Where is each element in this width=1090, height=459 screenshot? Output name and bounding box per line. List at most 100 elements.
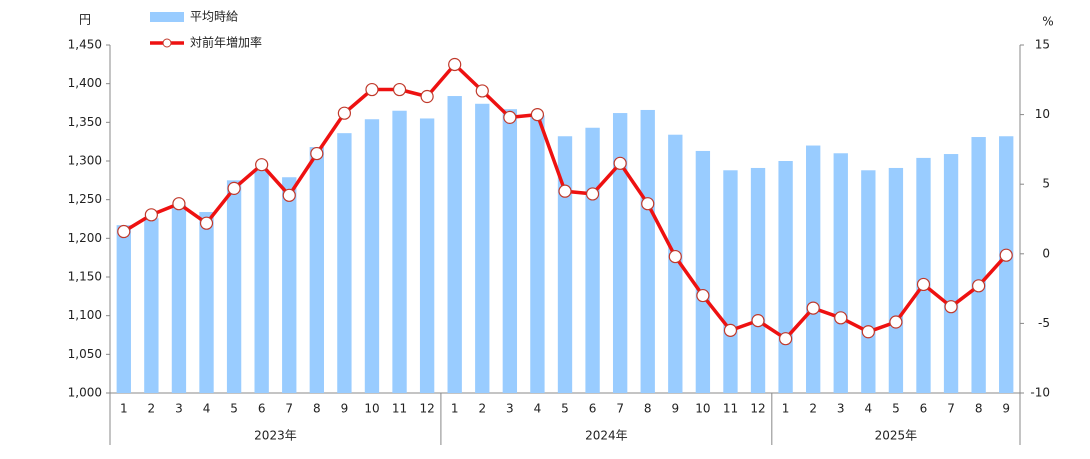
line-marker [310, 146, 324, 161]
x-tick-label: 8 [975, 402, 983, 416]
line-marker [585, 187, 600, 201]
x-tick-label: 10 [695, 402, 710, 416]
bar [199, 212, 214, 393]
x-tick-label: 5 [561, 402, 569, 416]
x-tick-label: 7 [616, 402, 624, 416]
x-tick-label: 8 [644, 402, 652, 416]
bar [364, 119, 380, 394]
bar [833, 153, 848, 393]
x-tick-label: 12 [419, 402, 434, 416]
line-marker [227, 181, 241, 195]
x-tick-label: 4 [203, 402, 211, 416]
x-tick-label: 3 [175, 402, 183, 416]
x-tick-label: 9 [671, 402, 679, 416]
line-marker [613, 156, 627, 170]
y-tick-label: 1,150 [68, 270, 102, 284]
legend-label: 対前年増加率 [190, 35, 262, 50]
line-marker [999, 248, 1013, 262]
bar [530, 115, 545, 393]
bar [171, 205, 187, 393]
group-label: 2024年 [585, 429, 628, 443]
y-unit: 円 [79, 13, 91, 27]
x-tick-label: 11 [723, 402, 738, 416]
y2-tick-label: -5 [1038, 316, 1050, 330]
line-marker [558, 184, 572, 198]
line-marker [861, 325, 875, 339]
bar [254, 170, 269, 393]
bar [419, 118, 435, 393]
bar [116, 225, 131, 393]
bar [750, 167, 766, 393]
x-tick-label: 4 [534, 402, 542, 416]
bar [723, 170, 738, 393]
x-tick-label: 6 [920, 402, 928, 416]
line-marker [641, 197, 655, 211]
bar [226, 180, 242, 393]
y-tick-label: 1,250 [68, 192, 102, 206]
line-marker [779, 332, 793, 346]
y2-tick-label: 5 [1042, 177, 1050, 191]
line-marker [696, 288, 710, 303]
x-tick-label: 8 [313, 402, 321, 416]
bar [861, 170, 876, 393]
x-tick-label: 5 [892, 402, 900, 416]
bar [778, 161, 793, 393]
x-tick-label: 2 [478, 402, 486, 416]
line-marker [144, 208, 158, 222]
bar [888, 167, 904, 393]
x-tick-label: 1 [451, 402, 459, 416]
group-label: 2025年 [875, 429, 918, 443]
line-marker [365, 82, 379, 97]
bar [612, 113, 628, 393]
y-tick-label: 1,100 [68, 308, 102, 322]
line-marker [806, 301, 820, 315]
line-marker [530, 107, 545, 122]
line-marker [420, 89, 434, 104]
x-tick-label: 6 [589, 402, 597, 416]
bar [392, 110, 407, 393]
x-tick-label: 12 [750, 402, 765, 416]
line-marker [392, 82, 407, 97]
legend-swatch [150, 12, 184, 22]
bar [916, 157, 931, 393]
bar [144, 218, 159, 393]
bar [640, 109, 655, 394]
bar [557, 136, 573, 393]
line-marker [889, 315, 903, 329]
x-tick-label: 10 [364, 402, 379, 416]
bar [668, 134, 683, 393]
bar [971, 137, 986, 393]
bar [502, 109, 518, 393]
x-tick-label: 9 [1002, 402, 1010, 416]
x-tick-label: 6 [258, 402, 266, 416]
x-tick-label: 1 [782, 402, 790, 416]
line-marker [834, 311, 848, 325]
y2-tick-label: 0 [1042, 246, 1050, 260]
bar [999, 136, 1014, 393]
bar [943, 154, 959, 393]
x-tick-label: 5 [230, 402, 238, 416]
line-marker [199, 216, 214, 230]
line-marker [916, 277, 931, 292]
line-marker [448, 57, 462, 72]
x-tick-label: 2 [809, 402, 817, 416]
line-marker [723, 323, 738, 337]
x-tick-label: 4 [865, 402, 873, 416]
y-tick-label: 1,300 [68, 154, 102, 168]
line-marker [337, 106, 351, 120]
bar [585, 127, 600, 393]
line-marker [255, 158, 269, 172]
line-marker [751, 314, 765, 328]
line-marker [282, 188, 296, 202]
line-marker [944, 300, 958, 314]
bar [475, 103, 490, 394]
y-tick-label: 1,450 [68, 38, 102, 52]
line-marker [172, 197, 186, 211]
y2-tick-label: 15 [1035, 38, 1050, 52]
line-marker [503, 110, 517, 124]
y2-unit: % [1042, 15, 1053, 29]
x-tick-label: 7 [947, 402, 955, 416]
bar [806, 145, 821, 393]
x-tick-label: 11 [392, 402, 407, 416]
line-marker [668, 249, 682, 264]
